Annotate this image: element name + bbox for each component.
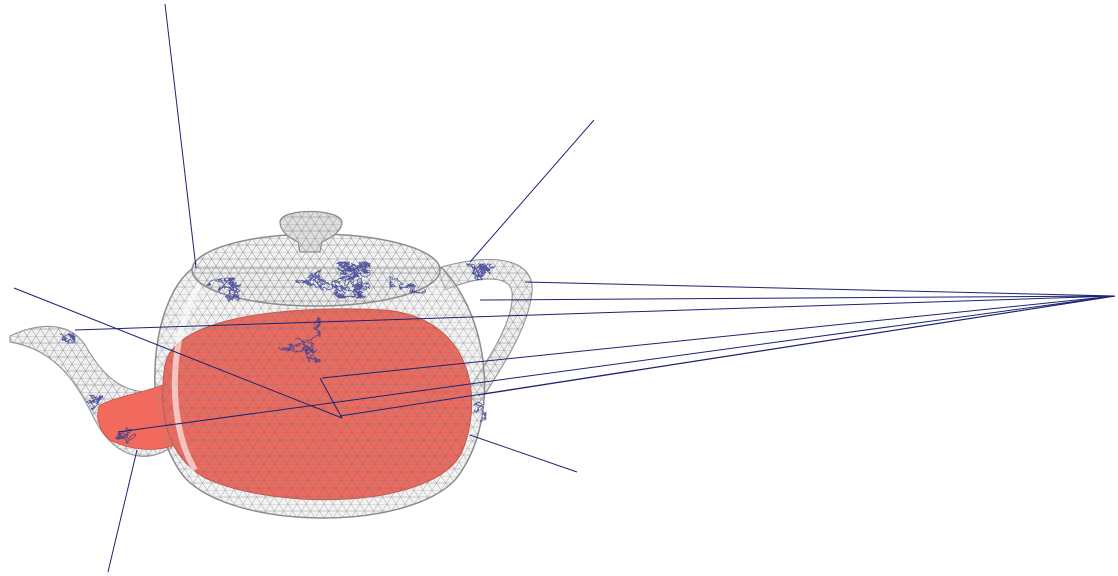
trace <box>278 317 321 364</box>
ray <box>477 295 1116 396</box>
trace <box>85 394 104 411</box>
body-mesh <box>154 268 485 519</box>
ray <box>74 295 1116 331</box>
lid <box>191 210 441 307</box>
ray <box>164 3 197 269</box>
trace <box>473 400 487 423</box>
trace <box>465 263 495 281</box>
ray <box>524 281 1116 297</box>
ray <box>469 434 578 473</box>
body-highlight <box>171 283 203 472</box>
ray <box>107 449 138 573</box>
knob-mesh <box>280 211 342 252</box>
particle-traces <box>59 261 495 444</box>
ray <box>479 295 1116 301</box>
trace <box>59 332 76 345</box>
ray <box>13 287 343 419</box>
trace <box>389 276 426 294</box>
ray <box>469 119 595 263</box>
ray <box>117 295 1116 433</box>
ray-lines <box>13 3 1116 573</box>
ray <box>319 377 343 419</box>
trace <box>294 261 371 299</box>
trace <box>205 277 242 303</box>
ray <box>321 295 1116 379</box>
lid-mesh <box>192 234 440 306</box>
